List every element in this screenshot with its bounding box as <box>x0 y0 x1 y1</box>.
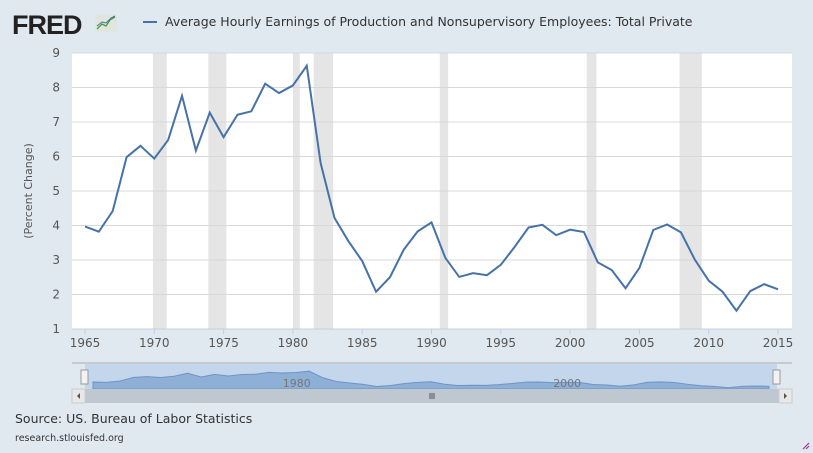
source-text: Source: US. Bureau of Labor Statistics <box>15 411 253 426</box>
x-tick-label: 2010 <box>693 336 724 350</box>
y-tick-label: 8 <box>52 81 60 95</box>
legend-label: Average Hourly Earnings of Production an… <box>165 14 693 29</box>
y-tick-label: 3 <box>52 253 60 267</box>
arrow-right-icon <box>784 393 787 399</box>
x-tick-label: 2015 <box>763 336 794 350</box>
legend-item[interactable]: Average Hourly Earnings of Production an… <box>143 14 692 29</box>
navigator-handle[interactable] <box>772 369 781 385</box>
navigator-label: 2000 <box>553 377 581 390</box>
x-tick-label: 1985 <box>347 336 378 350</box>
x-tick-label: 2000 <box>555 336 586 350</box>
fred-chart-icon <box>95 14 117 32</box>
navigator-handle[interactable] <box>80 369 89 385</box>
x-tick-label: 1990 <box>416 336 447 350</box>
y-tick-label: 9 <box>52 46 60 60</box>
y-tick-label: 5 <box>52 184 60 198</box>
y-axis-label: (Percent Change) <box>22 143 35 239</box>
arrow-left-icon <box>77 393 80 399</box>
fred-logo[interactable]: FRED <box>12 10 82 40</box>
source-url[interactable]: research.stlouisfed.org <box>15 433 124 444</box>
x-tick-label: 1970 <box>139 336 170 350</box>
y-tick-label: 7 <box>52 115 60 129</box>
navigator-label: 1980 <box>283 377 311 390</box>
y-tick-label: 1 <box>52 322 60 336</box>
x-tick-label: 1975 <box>208 336 239 350</box>
y-tick-label: 6 <box>52 150 60 164</box>
x-tick-label: 2005 <box>624 336 655 350</box>
navigator-area <box>92 370 770 390</box>
resize-handle-icon <box>802 442 810 450</box>
legend-swatch <box>143 20 157 23</box>
x-tick-label: 1980 <box>278 336 309 350</box>
x-tick-label: 1965 <box>70 336 101 350</box>
scrollbar-grip-icon <box>429 393 435 399</box>
y-tick-label: 4 <box>52 219 60 233</box>
y-tick-label: 2 <box>52 288 60 302</box>
x-tick-label: 1995 <box>486 336 517 350</box>
